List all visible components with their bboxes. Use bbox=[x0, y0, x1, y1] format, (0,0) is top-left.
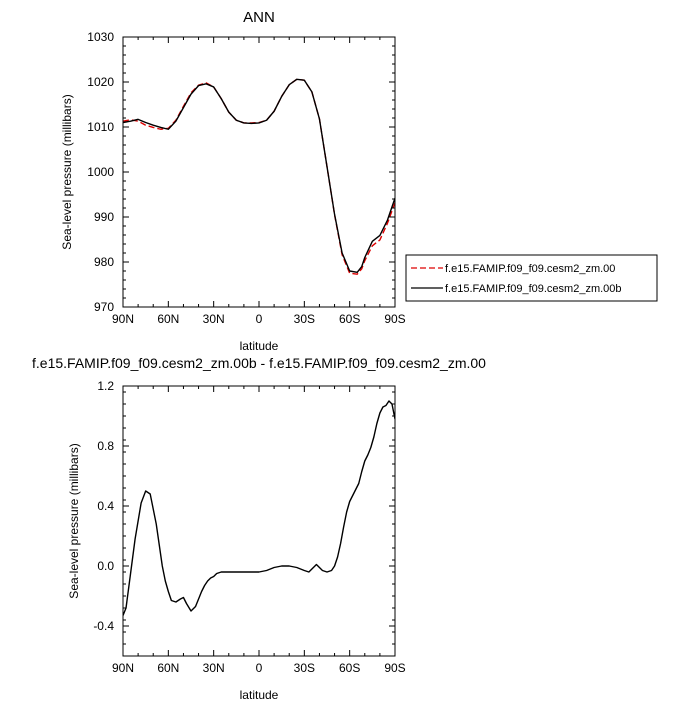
legend-box bbox=[405, 254, 658, 302]
bottom-y-tick-label: 0.8 bbox=[97, 439, 114, 453]
bottom-x-tick-label: 0 bbox=[256, 661, 263, 675]
bottom-series-line-0 bbox=[123, 400, 395, 616]
bottom-panel: f.e15.FAMIP.f09_f09.cesm2_zm.00b - f.e15… bbox=[32, 355, 486, 702]
legend-label-00: f.e15.FAMIP.f09_f09.cesm2_zm.00 bbox=[445, 263, 615, 275]
top-ylabel: Sea-level pressure (millibars) bbox=[60, 94, 74, 249]
bottom-x-tick-label: 60N bbox=[157, 661, 179, 675]
top-y-tick-label: 970 bbox=[94, 300, 114, 314]
top-panel: ANN 90N 60N 30N 0 30S 60S 90S 970 980 990 1000 101… bbox=[60, 9, 658, 353]
top-series-line-0 bbox=[123, 78, 395, 275]
bottom-plot-frame bbox=[122, 385, 396, 657]
bottom-xlabel: latitude bbox=[240, 688, 279, 702]
bottom-x-tick-label: 30S bbox=[294, 661, 315, 675]
bottom-x-tick-label: 30N bbox=[203, 661, 225, 675]
top-title: ANN bbox=[243, 9, 275, 26]
bottom-y-tick-label: 0.0 bbox=[97, 559, 114, 573]
top-x-tick-label: 90N bbox=[112, 312, 134, 326]
top-series-line-1 bbox=[123, 78, 395, 274]
bottom-x-tick-label: 60S bbox=[339, 661, 360, 675]
top-y-tick-label: 980 bbox=[94, 255, 114, 269]
bottom-x-tick-label: 90N bbox=[112, 661, 134, 675]
top-plot-frame bbox=[122, 36, 396, 308]
bottom-x-tick-label: 90S bbox=[384, 661, 405, 675]
top-x-tick-label: 60S bbox=[339, 312, 360, 326]
bottom-ylabel: Sea-level pressure (millibars) bbox=[67, 443, 81, 598]
top-y-tick-label: 1020 bbox=[87, 75, 114, 89]
top-y-tick-label: 1030 bbox=[87, 30, 114, 44]
top-plot-area bbox=[122, 36, 396, 308]
top-x-tick-label: 30N bbox=[203, 312, 225, 326]
bottom-y-tick-label: -0.4 bbox=[93, 619, 114, 633]
legend-label-00b: f.e15.FAMIP.f09_f09.cesm2_zm.00b bbox=[445, 283, 622, 295]
top-y-tick-label: 1000 bbox=[87, 165, 114, 179]
top-x-tick-label: 60N bbox=[157, 312, 179, 326]
top-x-tick-label: 0 bbox=[256, 312, 263, 326]
top-xlabel: latitude bbox=[240, 339, 279, 353]
legend: f.e15.FAMIP.f09_f09.cesm2_zm.00 f.e15.FA… bbox=[405, 254, 658, 302]
top-y-tick-label: 1010 bbox=[87, 120, 114, 134]
bottom-title: f.e15.FAMIP.f09_f09.cesm2_zm.00b - f.e15… bbox=[32, 355, 486, 371]
bottom-y-tick-label: 1.2 bbox=[97, 379, 114, 393]
top-x-tick-label: 30S bbox=[294, 312, 315, 326]
top-y-tick-label: 990 bbox=[94, 210, 114, 224]
bottom-y-tick-label: 0.4 bbox=[97, 499, 114, 513]
top-x-tick-label: 90S bbox=[384, 312, 405, 326]
